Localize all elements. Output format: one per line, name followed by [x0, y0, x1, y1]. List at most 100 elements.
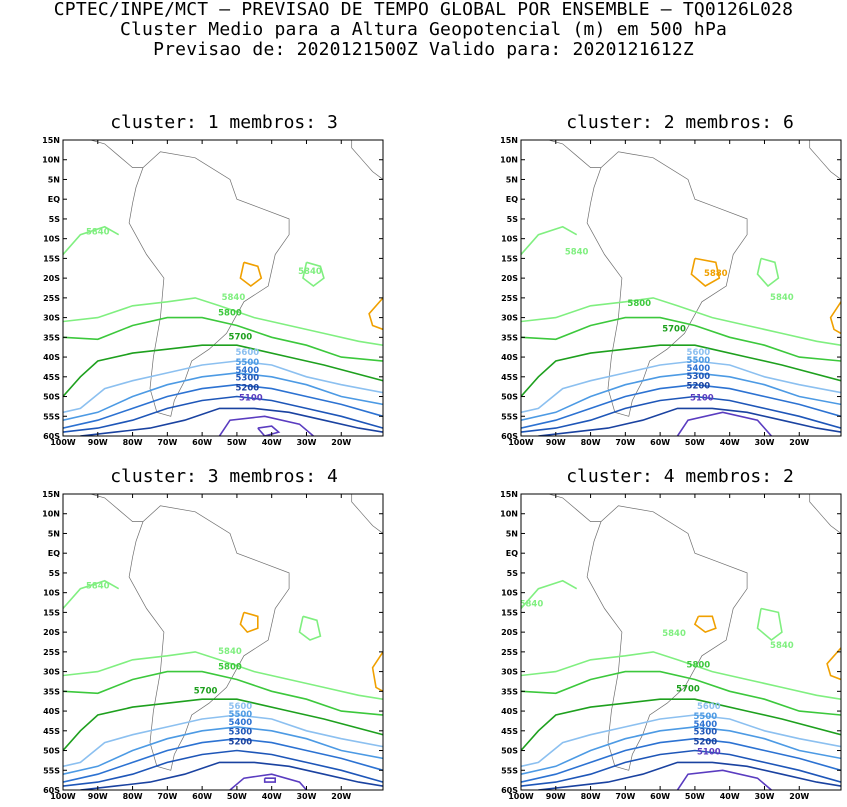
lat-tick-label: 30S — [43, 668, 60, 677]
contour-5300 — [63, 395, 383, 433]
contour-5700 — [63, 344, 383, 398]
lat-tick-label: 55S — [43, 412, 60, 421]
lat-tick-label: 5N — [506, 529, 518, 538]
contour-5600 — [521, 714, 841, 768]
contour-5300 — [521, 749, 841, 787]
contour-5840 — [63, 651, 383, 700]
contour-5100 — [218, 415, 314, 436]
contour-label: 5400 — [229, 718, 253, 728]
contour-label: 5200 — [694, 738, 718, 748]
contour-label: 5500 — [694, 712, 718, 722]
lat-tick-label: EQ — [48, 549, 60, 558]
lon-tick-label: 20W — [331, 792, 351, 801]
contour-label: 5800 — [627, 299, 651, 309]
lon-tick-label: 100W — [508, 438, 534, 447]
lat-tick-label: 60S — [43, 786, 60, 795]
lon-tick-label: 50W — [685, 792, 705, 801]
contour-5840 — [521, 579, 578, 610]
lat-tick-label: 55S — [501, 412, 518, 421]
contour-label: 5300 — [687, 372, 711, 382]
contour-label: 5300 — [236, 374, 260, 384]
coastline-south-america — [586, 505, 748, 771]
lon-tick-label: 80W — [123, 792, 143, 801]
lat-tick-label: 25S — [501, 648, 518, 657]
lat-tick-label: 10S — [501, 235, 518, 244]
lat-tick-label: 50S — [43, 393, 60, 402]
map-frame — [520, 493, 842, 791]
lat-tick-label: 50S — [501, 747, 518, 756]
lon-tick-label: 90W — [546, 792, 566, 801]
contour-label: 5500 — [229, 710, 253, 720]
lat-tick-label: 35S — [43, 333, 60, 342]
coastline-africa — [809, 494, 841, 534]
lon-tick-label: 40W — [720, 438, 740, 447]
contour-label: 5840 — [222, 293, 246, 303]
map-panel-cluster-1: cluster: 1 membros: 3 5840 5840 5840 5800 57… — [0, 113, 384, 453]
contour-label: 5600 — [229, 702, 253, 712]
lon-tick-label: 90W — [546, 438, 566, 447]
lon-tick-label: 40W — [262, 792, 282, 801]
contour-5400 — [521, 383, 841, 429]
lat-tick-label: 5N — [48, 529, 60, 538]
lat-tick-label: EQ — [48, 195, 60, 204]
lon-tick-label: 60W — [192, 792, 212, 801]
lat-tick-label: 5N — [48, 175, 60, 184]
map-frame — [520, 139, 842, 437]
lon-tick-label: 70W — [157, 438, 177, 447]
contour-5500 — [521, 726, 841, 775]
contour-5880 — [371, 651, 383, 692]
contour-5100 — [676, 769, 772, 790]
contour-label: 5500 — [687, 356, 711, 366]
panel-title: cluster: 3 membros: 4 — [110, 466, 338, 487]
lat-tick-label: 35S — [43, 687, 60, 696]
lat-tick-label: 30S — [501, 668, 518, 677]
contour-5840 — [521, 651, 841, 700]
lat-tick-label: 10N — [42, 156, 60, 165]
contour-label: 5600 — [697, 702, 721, 712]
lon-tick-label: 100W — [508, 792, 534, 801]
lat-tick-label: EQ — [506, 195, 518, 204]
contour-5840 — [63, 225, 120, 256]
contour-label: 5100 — [697, 747, 721, 757]
lon-tick-label: 50W — [685, 438, 705, 447]
contour-5800 — [521, 316, 841, 362]
contour-label: 5800 — [218, 663, 242, 673]
contour-label: 5840 — [86, 228, 110, 238]
lat-tick-label: EQ — [506, 549, 518, 558]
lat-tick-label: 55S — [43, 766, 60, 775]
map-area: 5840 5840 5840 5800 5700 56005500540053005200… — [521, 494, 841, 790]
contour-label: 5300 — [229, 728, 253, 738]
lat-tick-label: 45S — [501, 373, 518, 382]
contour-5200 — [538, 761, 841, 790]
lat-tick-label: 60S — [501, 432, 518, 441]
contour-label: 5840 — [770, 293, 794, 303]
contour-5700 — [63, 698, 383, 752]
lat-tick-label: 20S — [501, 628, 518, 637]
contour-label: 5800 — [218, 309, 242, 319]
title-line-1: CPTEC/INPE/MCT – PREVISAO DE TEMPO GLOBA… — [53, 0, 794, 20]
contour-label: 5400 — [694, 720, 718, 730]
contour-5880 — [239, 261, 263, 288]
contour-5600 — [63, 714, 383, 768]
lat-tick-label: 15S — [501, 254, 518, 263]
lat-tick-label: 10S — [43, 589, 60, 598]
contour-5880 — [239, 611, 259, 634]
lat-tick-label: 15S — [43, 608, 60, 617]
lon-tick-label: 20W — [331, 438, 351, 447]
contour-5840 — [302, 261, 325, 288]
contour-label: 5840 — [298, 267, 322, 277]
lon-tick-label: 30W — [754, 438, 774, 447]
contour-label: 5880 — [704, 269, 728, 279]
lon-tick-label: 60W — [650, 438, 670, 447]
lon-tick-label: 80W — [581, 792, 601, 801]
contour-5400 — [63, 383, 383, 429]
map-area: 5840 5840 5840 5800 5700 56005500540053005200… — [63, 140, 383, 436]
contour-label: 5700 — [229, 332, 253, 342]
contour-5100 — [229, 773, 308, 790]
lat-tick-label: 10N — [500, 510, 518, 519]
lon-tick-label: 60W — [192, 438, 212, 447]
contour-5840 — [756, 607, 783, 642]
lat-tick-label: 30S — [501, 314, 518, 323]
lat-tick-label: 30S — [43, 314, 60, 323]
